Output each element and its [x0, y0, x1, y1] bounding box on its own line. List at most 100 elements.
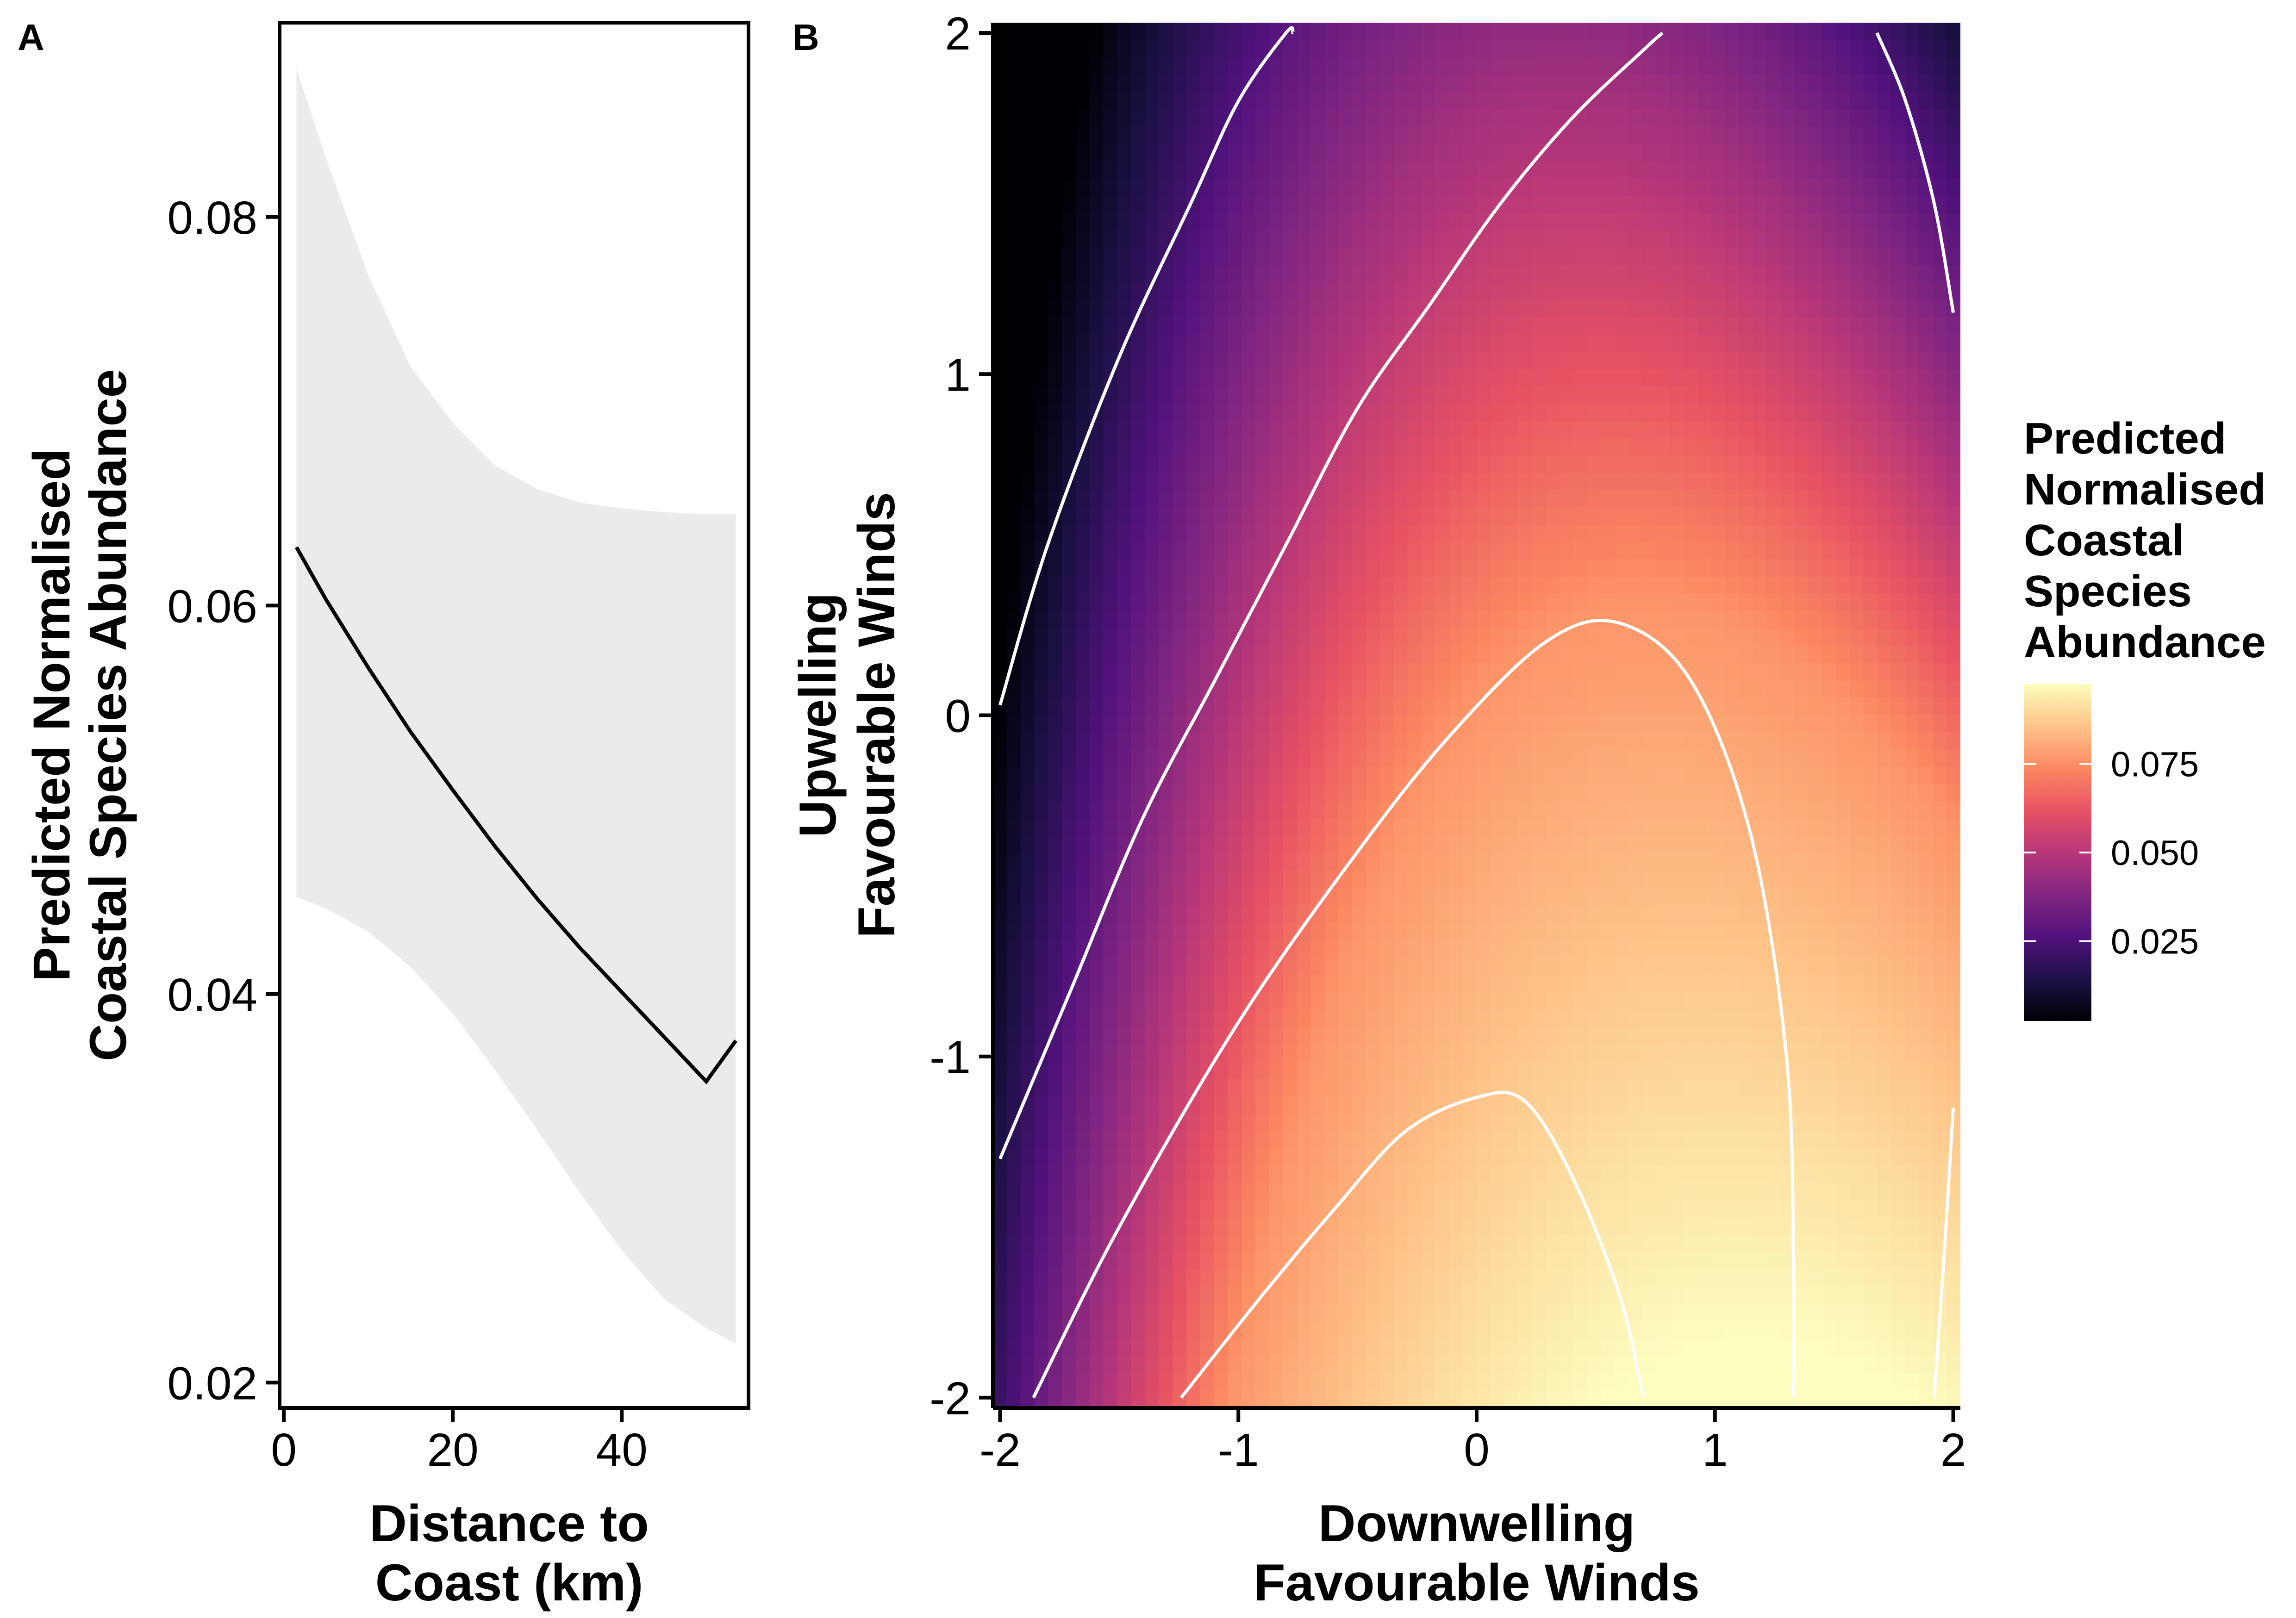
heatmap-cell [1808, 524, 1823, 543]
heatmap-cell [1670, 490, 1685, 508]
heatmap-cell [1546, 369, 1560, 387]
heatmap-cell [1587, 1131, 1602, 1149]
heatmap-cell [1946, 1027, 1960, 1045]
heatmap-cell [1255, 680, 1270, 699]
heatmap-cell [1006, 975, 1022, 993]
heatmap-cell [1020, 490, 1035, 508]
heatmap-cell [1504, 317, 1519, 335]
heatmap-cell [1780, 992, 1796, 1010]
heatmap-cell [1449, 334, 1464, 353]
heatmap-cell [1379, 40, 1395, 58]
heatmap-cell [1034, 351, 1049, 370]
heatmap-cell [1504, 680, 1519, 699]
heatmap-cell [1214, 888, 1229, 907]
heatmap-cell [1075, 334, 1091, 353]
heatmap-cell [1352, 161, 1367, 179]
heatmap-cell [1587, 542, 1602, 560]
heatmap-cell [1006, 940, 1022, 958]
heatmap-cell [1615, 542, 1629, 560]
heatmap-cell [1919, 1027, 1934, 1045]
heatmap-cell [1780, 265, 1796, 283]
heatmap-cell [993, 958, 1008, 976]
heatmap-cell [1338, 248, 1353, 266]
heatmap-cell [1504, 1061, 1519, 1080]
heatmap-cell [1352, 542, 1367, 560]
heatmap-cell [1559, 299, 1574, 318]
heatmap-cell [1048, 542, 1063, 560]
heatmap-cell [1131, 715, 1146, 734]
heatmap-cell [1048, 732, 1063, 751]
heatmap-cell [1310, 109, 1325, 127]
heatmap-cell [1407, 611, 1422, 629]
heatmap-cell [1117, 888, 1132, 907]
heatmap-cell [1753, 1182, 1768, 1201]
heatmap-cell [1117, 1009, 1132, 1028]
heatmap-cell [1421, 23, 1436, 41]
heatmap-cell [1794, 1165, 1809, 1183]
heatmap-cell [1062, 195, 1077, 214]
heatmap-cell [1449, 92, 1464, 110]
heatmap-cell [1684, 750, 1699, 768]
heatmap-cell [1739, 888, 1754, 907]
heatmap-cell [1891, 559, 1906, 578]
heatmap-cell [1214, 611, 1229, 629]
heatmap-cell [1905, 213, 1920, 231]
heatmap-cell [1490, 646, 1505, 664]
heatmap-cell [1891, 888, 1906, 907]
heatmap-cell [1836, 697, 1851, 716]
heatmap-cell [1891, 317, 1906, 335]
heatmap-cell [1117, 213, 1132, 231]
heatmap-cell [1117, 195, 1132, 214]
heatmap-cell [1228, 334, 1242, 353]
heatmap-cell [1642, 1148, 1657, 1166]
heatmap-cell [1462, 542, 1478, 560]
heatmap-cell [1462, 1182, 1478, 1201]
heatmap-cell [1546, 438, 1560, 456]
heatmap-cell [1822, 334, 1837, 353]
heatmap-cell [1849, 646, 1865, 664]
heatmap-cell [1075, 40, 1091, 58]
heatmap-cell [1905, 74, 1920, 93]
heatmap-cell [1822, 421, 1837, 439]
heatmap-cell [1697, 455, 1712, 473]
heatmap-cell [1476, 629, 1491, 647]
heatmap-cell [1435, 1217, 1450, 1236]
heatmap-cell [1462, 611, 1478, 629]
heatmap-cell [1504, 57, 1519, 75]
heatmap-cell [1117, 248, 1132, 266]
heatmap-cell [1476, 1217, 1491, 1236]
heatmap-cell [1532, 317, 1547, 335]
heatmap-cell [1089, 1200, 1104, 1218]
heatmap-cell [1338, 715, 1353, 734]
heatmap-cell [1435, 490, 1450, 508]
heatmap-cell [1407, 438, 1422, 456]
heatmap-cell [1449, 1165, 1464, 1183]
heatmap-cell [993, 490, 1008, 508]
heatmap-cell [1836, 871, 1851, 889]
heatmap-cell [1048, 421, 1063, 439]
heatmap-cell [1753, 715, 1768, 734]
heatmap-cell [1780, 767, 1796, 785]
heatmap-cell [1711, 161, 1726, 179]
heatmap-cell [1352, 663, 1367, 681]
heatmap-cell [1573, 802, 1588, 820]
heatmap-cell [1891, 455, 1906, 473]
heatmap-cell [1449, 473, 1464, 491]
heatmap-cell [1615, 715, 1629, 734]
heatmap-cell [1034, 507, 1049, 526]
heatmap-cell [1020, 940, 1035, 958]
heatmap-cell [1034, 663, 1049, 681]
heatmap-cell [1352, 680, 1367, 699]
heatmap-cell [1794, 784, 1809, 803]
heatmap-cell [1048, 1078, 1063, 1097]
heatmap-cell [1628, 74, 1643, 93]
heatmap-cell [1172, 1182, 1187, 1201]
heatmap-cell [1490, 23, 1505, 41]
heatmap-cell [1462, 629, 1478, 647]
heatmap-cell [1283, 1096, 1298, 1114]
heatmap-cell [1034, 473, 1049, 491]
heatmap-cell [1615, 386, 1629, 404]
heatmap-cell [993, 750, 1008, 768]
heatmap-cell [1697, 74, 1712, 93]
heatmap-cell [1145, 1061, 1160, 1080]
